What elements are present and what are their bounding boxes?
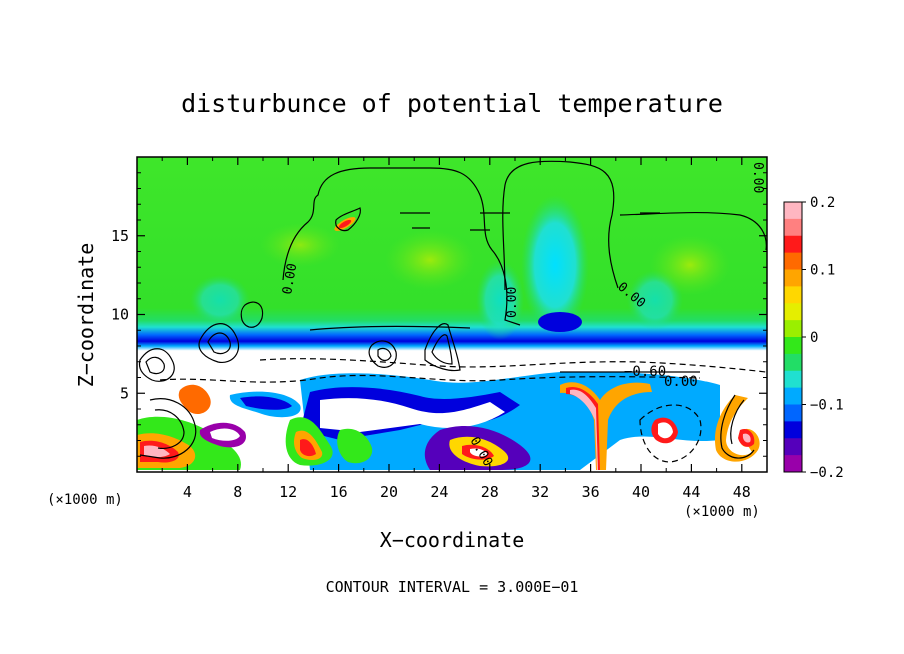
colorbar-swatch — [784, 353, 802, 372]
lower-turbulence — [658, 422, 673, 439]
colorbar-swatch — [784, 235, 802, 254]
contour-cluster — [720, 394, 755, 459]
zero-contour — [619, 211, 767, 251]
contour-cluster — [335, 207, 361, 232]
lower-turbulence — [560, 382, 652, 470]
lower-turbulence — [742, 433, 751, 443]
yellow-patch — [650, 235, 730, 295]
lower-turbulence — [337, 428, 373, 464]
contour-cluster — [138, 348, 175, 382]
colorbar-tick-label: 0 — [810, 330, 818, 346]
contour-interval-note: CONTOUR INTERVAL = 3.000E−01 — [326, 578, 579, 596]
x-tick-label: 44 — [682, 483, 700, 501]
x-axis: 4 8 12 16 20 24 28 32 36 40 44 48 — [161, 157, 751, 501]
y-tick-label: 10 — [111, 306, 129, 324]
contour-cluster — [424, 323, 461, 372]
y-axis-label: Z−coordinate — [74, 243, 98, 388]
colorbar-swatch — [784, 387, 802, 405]
x-tick-label: 40 — [632, 483, 650, 501]
lower-turbulence — [320, 398, 505, 432]
contour-lines — [138, 160, 767, 463]
lower-turbulence — [240, 396, 292, 410]
colorbar-tick-label: −0.2 — [810, 465, 844, 481]
x-tick-label: 36 — [582, 483, 600, 501]
contour-label: 0.00 — [505, 287, 520, 318]
x-tick-label: 16 — [330, 483, 348, 501]
blue-jet — [538, 312, 582, 332]
cyan-plume — [476, 260, 524, 340]
x-unit-right: (×1000 m) — [684, 504, 760, 520]
lower-turbulence — [300, 439, 316, 457]
colorbar-swatch — [784, 455, 802, 473]
colorbar-swatch — [784, 438, 802, 456]
x-unit-left: (×1000 m) — [47, 492, 123, 508]
lower-turbulence — [470, 448, 488, 457]
neg-contour — [639, 404, 702, 463]
x-tick-label: 12 — [279, 483, 297, 501]
colorbar-swatch — [784, 421, 802, 439]
warm-spot — [338, 219, 352, 229]
x-tick-label: 28 — [481, 483, 499, 501]
yellow-patch — [385, 230, 475, 290]
y-tick-label: 15 — [111, 227, 129, 245]
lower-turbulence — [210, 428, 240, 441]
colorbar-swatch — [784, 404, 802, 422]
cyan-plume — [521, 195, 589, 335]
chart-title: disturbunce of potential temperature — [181, 89, 723, 118]
x-tick-label: 8 — [233, 483, 242, 501]
x-tick-label: 32 — [531, 483, 549, 501]
colorbar-tick-label: −0.1 — [810, 398, 844, 414]
zero-contour — [282, 167, 521, 326]
colorbar: 0.2 0.1 0 −0.1 −0.2 — [784, 195, 844, 481]
plot-area — [137, 157, 767, 472]
colorbar-tick-label: 0.1 — [810, 263, 835, 279]
y-axis: 5 10 15 — [111, 172, 767, 457]
x-tick-label: 4 — [183, 483, 192, 501]
zero-contour — [309, 325, 471, 331]
colorbar-swatch — [784, 303, 802, 321]
zero-contour — [502, 160, 619, 291]
x-tick-label: 20 — [380, 483, 398, 501]
colorbar-swatch — [784, 269, 802, 287]
neg-contour — [159, 374, 701, 383]
contour-cluster — [368, 340, 397, 368]
contour-label: 0.00 — [664, 374, 698, 390]
colorbar-swatch — [784, 252, 802, 270]
colorbar-swatch — [784, 320, 802, 338]
colorbar-swatch — [784, 218, 802, 237]
x-tick-label: 24 — [430, 483, 448, 501]
zero-contour — [400, 212, 660, 231]
colorbar-tick-label: 0.2 — [810, 195, 835, 211]
lower-turbulence — [570, 389, 598, 470]
colorbar-swatch — [784, 286, 802, 304]
x-axis-label: X−coordinate — [380, 528, 525, 552]
colorbar-swatch — [784, 202, 802, 220]
y-tick-label: 5 — [120, 384, 129, 402]
contour-cluster — [198, 323, 240, 363]
colorbar-frame — [783, 201, 803, 473]
contour-cluster — [240, 301, 264, 328]
neg-contour — [259, 358, 767, 373]
contour-label: 0.00 — [280, 262, 300, 295]
contour-cluster — [139, 398, 197, 459]
colorbar-swatch — [784, 337, 802, 355]
contour-label: −0.60 — [624, 364, 666, 380]
x-tick-label: 48 — [733, 483, 751, 501]
yellow-patch — [260, 223, 340, 267]
contour-label: 0.00 — [750, 162, 765, 193]
colorbar-swatch — [784, 370, 802, 389]
lower-turbulence — [178, 384, 211, 415]
lower-turbulence — [144, 445, 170, 458]
cyan-plume — [190, 275, 250, 325]
